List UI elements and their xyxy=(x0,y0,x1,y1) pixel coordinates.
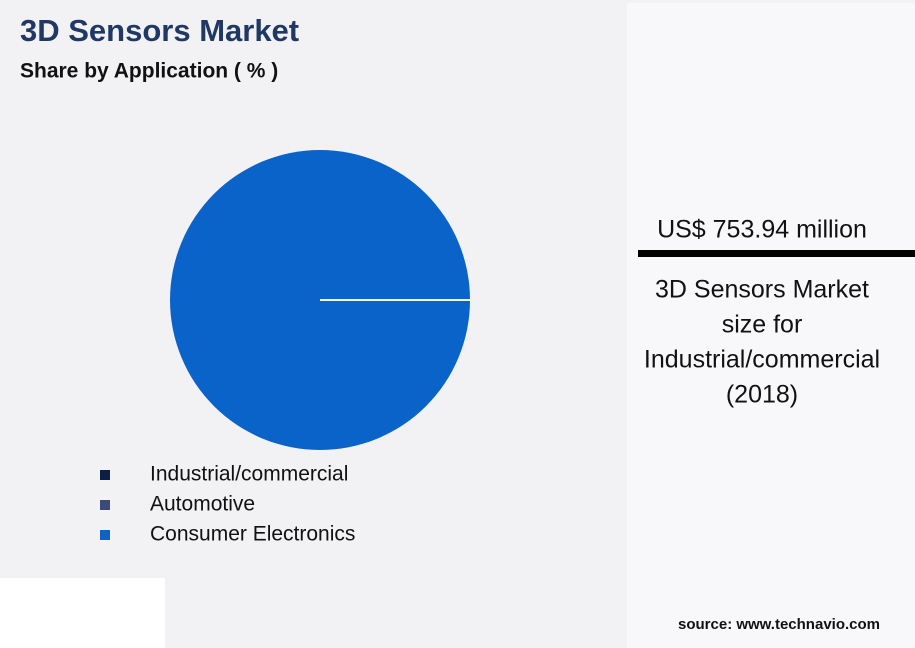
highlight-description: size for xyxy=(722,311,803,339)
legend-swatch xyxy=(100,470,110,480)
chart-subtitle: Share by Application ( % ) xyxy=(20,60,278,83)
highlight-description: 3D Sensors Market xyxy=(655,276,869,304)
side-panel xyxy=(627,3,915,648)
background-patch xyxy=(0,578,165,648)
legend-swatch xyxy=(100,500,110,510)
chart-title: 3D Sensors Market xyxy=(20,13,299,48)
highlight-description: (2018) xyxy=(726,381,798,409)
legend-label: Consumer Electronics xyxy=(150,523,355,546)
highlight-value: US$ 753.94 million xyxy=(657,216,867,244)
legend-swatch xyxy=(100,530,110,540)
highlight-description: Industrial/commercial xyxy=(644,346,880,374)
legend-label: Automotive xyxy=(150,493,255,516)
legend-label: Industrial/commercial xyxy=(150,463,348,486)
divider xyxy=(638,250,915,257)
source: source: www.technavio.com xyxy=(678,616,880,633)
